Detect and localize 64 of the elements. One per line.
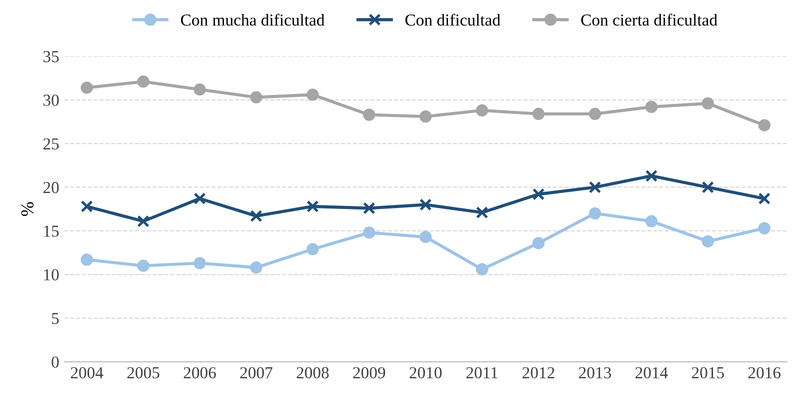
x-tick-label: 2014 <box>636 367 668 378</box>
x-tick-label: 2008 <box>296 367 329 378</box>
point <box>250 210 262 222</box>
x-tick-label: 2004 <box>70 367 104 378</box>
legend-label: Con dificultad <box>405 14 500 26</box>
point <box>137 215 150 228</box>
point <box>702 97 714 110</box>
x-tick-label: 2013 <box>579 367 611 378</box>
y-tick-label: 10 <box>44 269 59 280</box>
point <box>250 261 262 274</box>
point <box>419 110 432 123</box>
point <box>363 226 376 239</box>
point <box>306 243 319 256</box>
y-tick-label: 35 <box>44 51 59 62</box>
y-tick-label: 15 <box>44 226 59 237</box>
x-tick-label: 2009 <box>353 367 386 378</box>
point <box>476 263 488 276</box>
y-tick-label: 30 <box>44 94 59 106</box>
y-tick-label: 5 <box>52 313 59 324</box>
point <box>306 200 319 213</box>
point <box>476 104 488 117</box>
y-tick-label: 25 <box>43 138 59 150</box>
point <box>588 181 602 194</box>
point <box>80 82 93 94</box>
point <box>532 108 545 120</box>
point <box>194 192 206 205</box>
x-tick-label: 2012 <box>522 367 554 378</box>
point <box>702 181 714 194</box>
point <box>419 230 432 244</box>
point <box>588 207 602 220</box>
point <box>306 88 319 101</box>
point <box>363 202 376 214</box>
point <box>758 222 770 234</box>
x-tick-label: 2011 <box>466 367 498 378</box>
point <box>194 83 206 96</box>
point <box>137 260 150 272</box>
point <box>588 108 602 120</box>
point <box>419 198 432 211</box>
y-tick-label: 20 <box>43 182 59 194</box>
point <box>363 108 376 121</box>
point <box>758 119 770 132</box>
point <box>194 257 206 270</box>
x-tick-label: 2010 <box>410 367 442 378</box>
x-tick-label: 2016 <box>748 367 781 378</box>
point <box>80 200 93 213</box>
point <box>137 75 150 88</box>
point <box>532 188 545 200</box>
point <box>476 206 488 219</box>
point <box>702 235 714 248</box>
point <box>80 254 93 266</box>
point <box>645 100 658 114</box>
x-tick-label: 2015 <box>692 367 724 378</box>
point <box>250 91 262 104</box>
x-tick-label: 2006 <box>184 367 216 378</box>
point <box>758 192 770 205</box>
legend-label: Con cierta dificultad <box>581 14 718 26</box>
x-tick-label: 2007 <box>240 367 272 378</box>
point <box>532 236 545 250</box>
legend-label: Con mucha dificultad <box>181 14 325 26</box>
y-axis-title: % <box>21 202 34 216</box>
x-tick-label: 2005 <box>127 367 160 378</box>
point <box>645 215 658 228</box>
y-tick-label: 0 <box>52 356 59 368</box>
point <box>645 170 658 182</box>
